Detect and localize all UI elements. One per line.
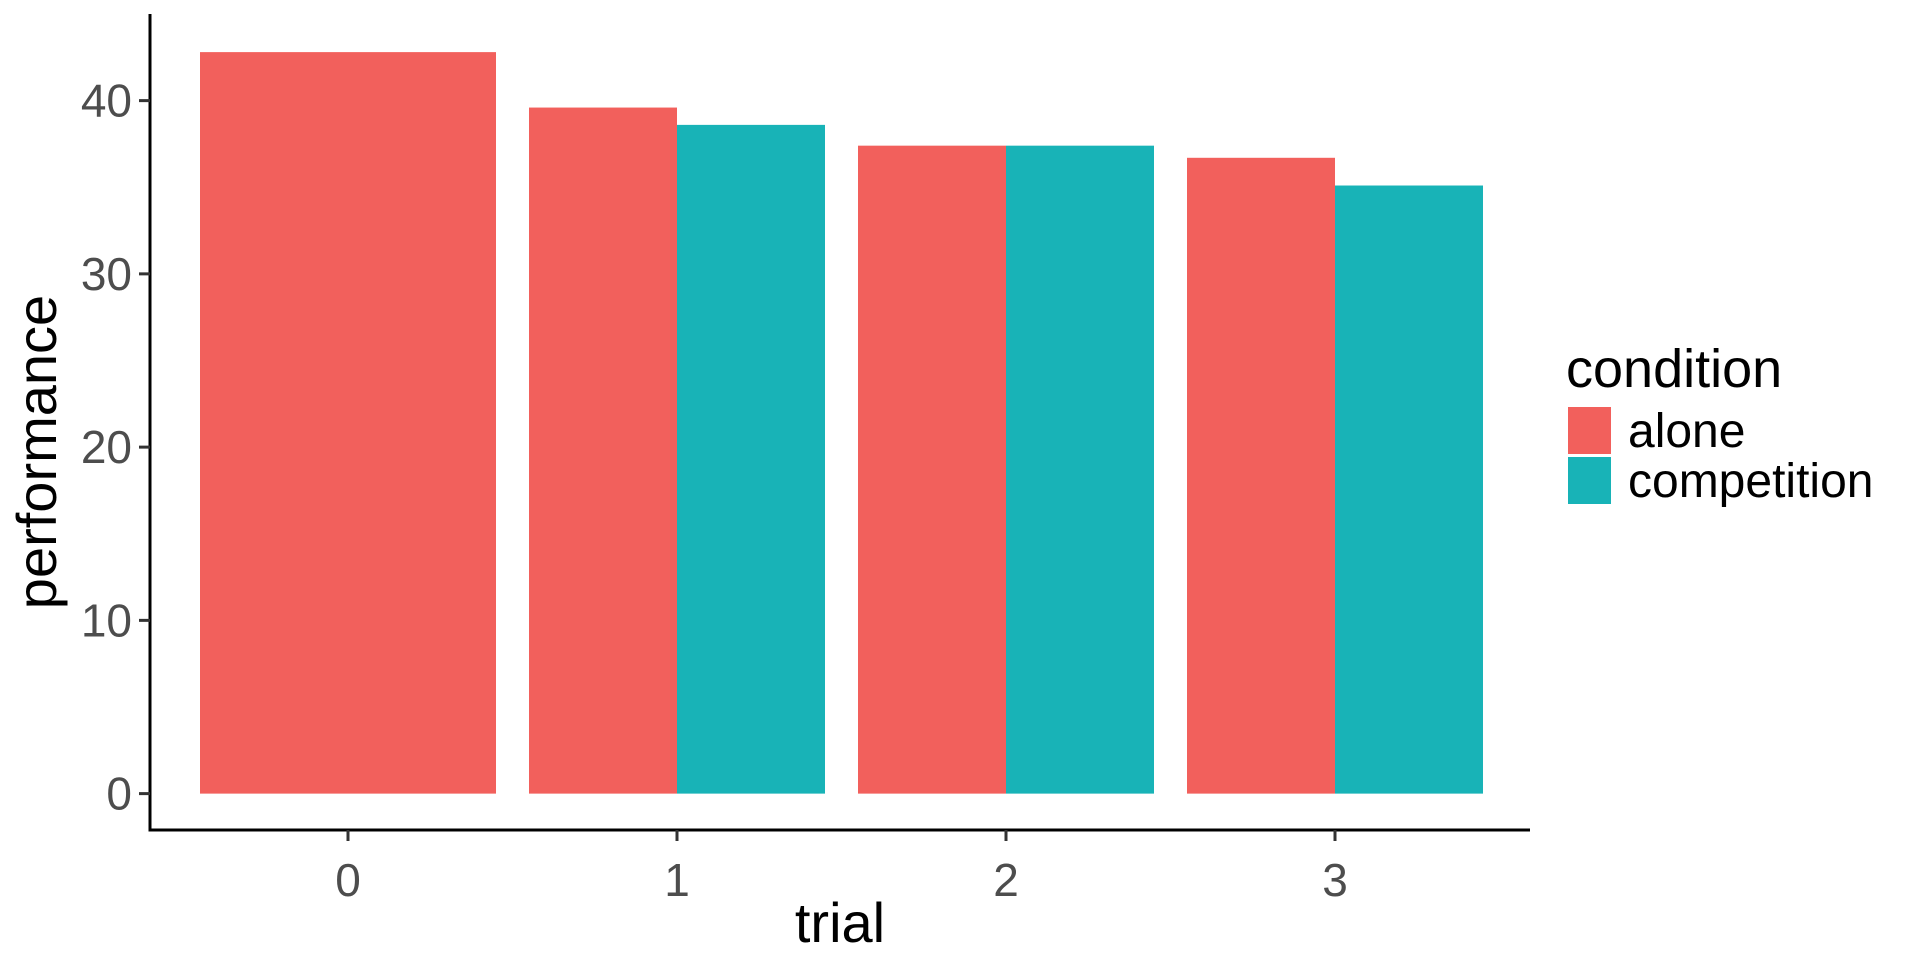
- x-axis-title: trial: [795, 891, 885, 954]
- legend-label-competition: competition: [1628, 455, 1873, 508]
- bar-alone-trial-0: [200, 52, 496, 794]
- axes-group: [148, 14, 1530, 832]
- legend-key-alone: [1568, 407, 1611, 454]
- legend-key-competition: [1568, 457, 1611, 504]
- bar-competition-trial-2: [1006, 145, 1154, 794]
- x-ticks-group: 0 1 2 3: [335, 830, 1348, 906]
- y-axis-title: performance: [5, 295, 68, 609]
- bar-alone-trial-1: [529, 107, 677, 794]
- y-tick-label: 20: [81, 421, 132, 473]
- bars-group: [200, 52, 1483, 794]
- x-tick-label: 1: [664, 854, 690, 906]
- x-tick-label: 0: [335, 854, 361, 906]
- x-tick-label: 2: [993, 854, 1019, 906]
- bar-competition-trial-1: [677, 124, 825, 794]
- y-tick-label: 10: [81, 594, 132, 646]
- bar-alone-trial-2: [858, 145, 1006, 794]
- bar-alone-trial-3: [1187, 157, 1335, 794]
- y-ticks-group: 0 10 20 30 40: [81, 75, 150, 820]
- y-tick-label: 30: [81, 248, 132, 300]
- legend-label-alone: alone: [1628, 405, 1745, 458]
- bar-competition-trial-3: [1335, 185, 1483, 794]
- x-tick-label: 3: [1322, 854, 1348, 906]
- legend-title: condition: [1566, 339, 1782, 399]
- y-tick-label: 40: [81, 75, 132, 127]
- y-tick-label: 0: [106, 768, 132, 820]
